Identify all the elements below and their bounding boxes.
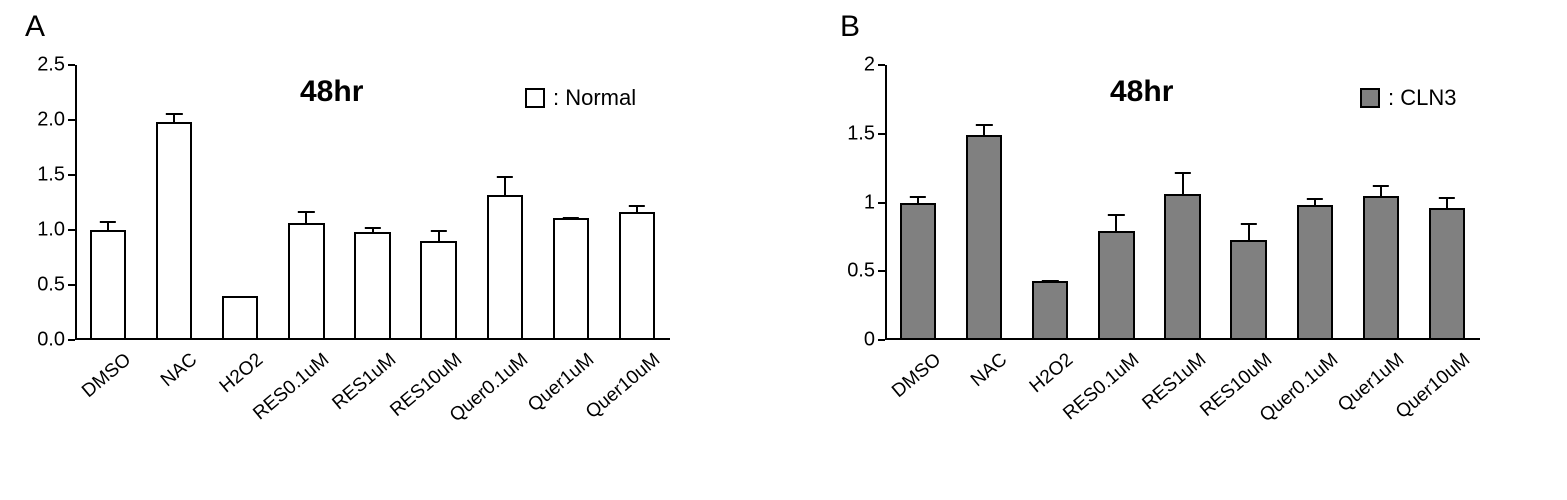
y-tick-mark: [878, 270, 885, 272]
panel-b-plot: 00.511.52DMSONACH2O2RES0.1uMRES1uMRES10u…: [885, 65, 1480, 340]
bar: [966, 135, 1002, 340]
y-axis: [885, 65, 887, 340]
y-tick-mark: [68, 284, 75, 286]
y-tick-mark: [68, 174, 75, 176]
bar: [1032, 281, 1068, 340]
bar: [90, 230, 126, 340]
bar: [222, 296, 258, 340]
panel-a-label: A: [25, 10, 45, 44]
y-tick-mark: [68, 229, 75, 231]
y-tick-mark: [878, 202, 885, 204]
bar: [1297, 205, 1333, 340]
bar: [1363, 196, 1399, 340]
y-tick-mark: [68, 339, 75, 341]
y-axis: [75, 65, 77, 340]
y-tick-mark: [878, 339, 885, 341]
figure-container: A 48hr : Normal 0.00.51.01.52.02.5DMSONA…: [0, 0, 1567, 500]
y-tick-mark: [878, 64, 885, 66]
bar: [1429, 208, 1465, 340]
bar: [1164, 194, 1200, 340]
y-tick-mark: [68, 64, 75, 66]
panel-b-label: B: [840, 10, 860, 44]
bar: [156, 122, 192, 340]
y-tick-mark: [878, 133, 885, 135]
x-tick-label: DMSO: [880, 340, 946, 403]
bar: [487, 195, 523, 340]
bar: [420, 241, 456, 340]
x-tick-label: NAC: [149, 340, 202, 392]
bar: [1230, 240, 1266, 340]
bar: [900, 203, 936, 341]
bar: [619, 212, 655, 340]
bar: [354, 232, 390, 340]
bar: [288, 223, 324, 340]
x-tick-label: DMSO: [70, 340, 136, 403]
panel-a-plot: 0.00.51.01.52.02.5DMSONACH2O2RES0.1uMRES…: [75, 65, 670, 340]
x-tick-label: NAC: [959, 340, 1012, 392]
bar: [1098, 231, 1134, 340]
bar: [553, 218, 589, 340]
y-tick-mark: [68, 119, 75, 121]
